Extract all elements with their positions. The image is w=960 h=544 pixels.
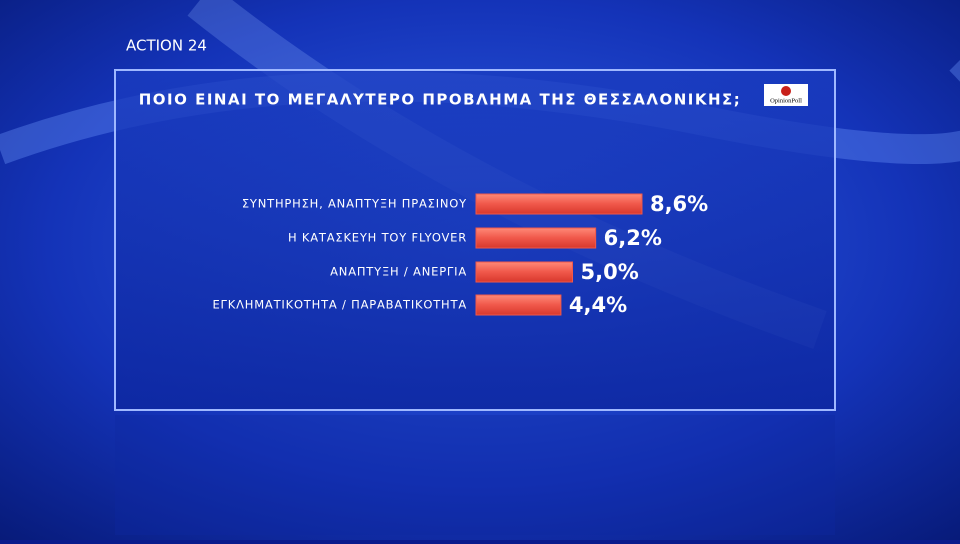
chart-title: ΠΟΙΟ ΕΙΝΑΙ ΤΟ ΜΕΓΑΛΥΤΕΡΟ ΠΡΟΒΛΗΜΑ ΤΗΣ ΘΕ… [139, 91, 742, 109]
bar [475, 294, 562, 316]
value-label: 8,6% [650, 192, 708, 216]
panel [114, 69, 836, 411]
value-label: 4,4% [569, 293, 627, 317]
bar [475, 193, 643, 215]
value-label: 6,2% [604, 226, 662, 250]
bar [475, 261, 573, 283]
category-label: ΣΥΝΤΗΡΗΣΗ, ΑΝΑΠΤΥΞΗ ΠΡΑΣΙΝΟΥ [242, 197, 467, 211]
category-label: ΑΝΑΠΤΥΞΗ / ΑΝΕΡΓΙΑ [330, 265, 467, 279]
category-label: Η ΚΑΤΑΣΚΕΥΗ ΤΟΥ FLYOVER [288, 231, 467, 245]
category-label: ΕΓΚΛΗΜΑΤΙΚΟΤΗΤΑ / ΠΑΡΑΒΑΤΙΚΟΤΗΤΑ [212, 298, 467, 312]
value-label: 5,0% [581, 260, 639, 284]
bar [475, 227, 597, 249]
source-logo: OpinionPoll [770, 97, 802, 104]
source-logo-icon [781, 86, 791, 96]
channel-logo: ACTION 24 [126, 37, 207, 55]
reflection [115, 415, 835, 535]
